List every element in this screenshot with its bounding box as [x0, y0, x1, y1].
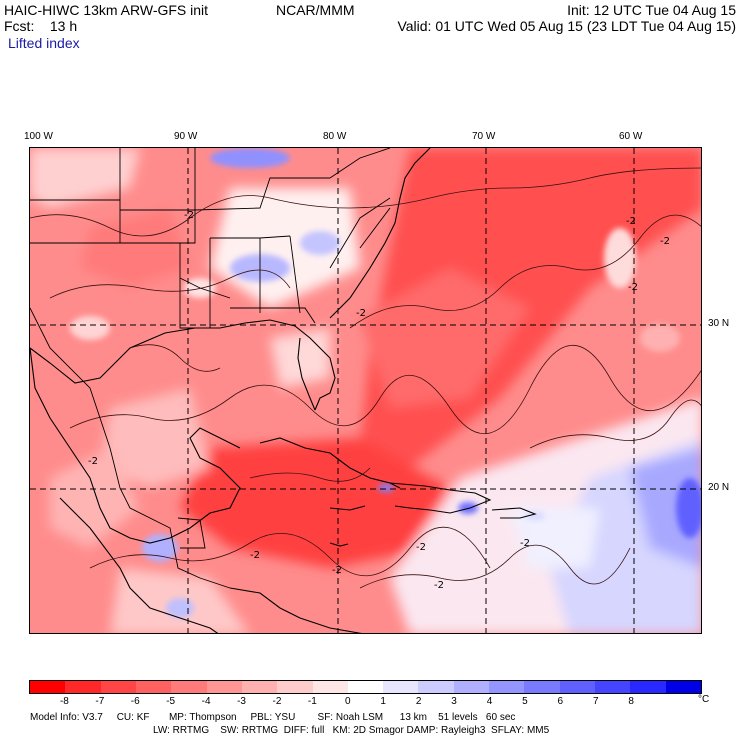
colorbar-tick-label: -5 — [166, 696, 176, 707]
lat-label-20n: 20 N — [708, 482, 730, 493]
colorbar-swatch — [277, 681, 313, 693]
colorbar-tick-label: -7 — [95, 696, 105, 707]
colorbar-swatch — [453, 681, 490, 693]
colorbar-swatch — [489, 681, 525, 693]
colorbar-swatch — [665, 681, 701, 693]
lon-label-60w: 60 W — [619, 131, 643, 142]
colorbar — [29, 680, 702, 694]
colorbar-tick-label: 1 — [380, 696, 386, 707]
colorbar-tick-label: -3 — [237, 696, 246, 707]
colorbar-swatch — [630, 681, 666, 693]
contour-label: -2 — [184, 210, 194, 221]
political-borders — [30, 148, 391, 589]
colorbar-tick-label: -8 — [59, 696, 69, 707]
lon-label-90w: 90 W — [174, 131, 198, 142]
colorbar-swatch — [30, 681, 66, 693]
field-name: Lifted index — [8, 35, 80, 51]
forecast-hour: Fcst: 13 h — [4, 18, 78, 34]
lon-label-80w: 80 W — [323, 131, 347, 142]
colorbar-swatch — [383, 681, 419, 693]
contour-label: -2 — [520, 538, 530, 549]
colorbar-tick-label: 4 — [486, 696, 493, 707]
coastlines — [30, 148, 537, 633]
contour-label: -2 — [434, 580, 444, 591]
org-label: NCAR/MMM — [276, 2, 355, 18]
colorbar-tick-label: 5 — [522, 696, 528, 707]
contour-label: -2 — [628, 282, 638, 293]
colorbar-tick-label: 7 — [592, 696, 599, 707]
colorbar-tick-label: -6 — [130, 696, 140, 707]
field-detail — [70, 148, 701, 618]
colorbar-swatch — [595, 681, 631, 693]
lat-lon-grid — [30, 148, 701, 633]
contour-label: -2 — [250, 550, 260, 561]
colorbar-swatch — [171, 681, 207, 693]
colorbar-tick-label: -1 — [307, 696, 317, 707]
contour-label: -2 — [88, 456, 98, 467]
colorbar-swatch — [206, 681, 242, 693]
model-title: HAIC-HIWC 13km ARW-GFS init — [4, 2, 209, 18]
model-info-line1: Model Info: V3.7 CU: KF MP: Thompson PBL… — [30, 712, 516, 723]
colorbar-tick-label: 6 — [557, 696, 564, 707]
contour-label: -2 — [356, 308, 366, 319]
map-canvas: -2 -2 -2 -2 -2 -2 -2 -2 -2 -2 -2 — [30, 148, 701, 633]
init-time: Init: 12 UTC Tue 04 Aug 15 — [567, 2, 736, 18]
colorbar-swatch — [559, 681, 595, 693]
lon-label-70w: 70 W — [472, 131, 496, 142]
valid-time: Valid: 01 UTC Wed 05 Aug 15 (23 LDT Tue … — [397, 18, 736, 34]
colorbar-swatch — [100, 681, 136, 693]
colorbar-tick-label: 8 — [628, 696, 634, 707]
model-info-line2: LW: RRTMG SW: RRTMG DIFF: full KM: 2D Sm… — [153, 725, 550, 736]
colorbar-swatch — [65, 681, 101, 693]
colorbar-unit: °C — [698, 694, 710, 705]
colorbar-tick-label: 0 — [345, 696, 351, 707]
lon-label-100w: 100 W — [24, 131, 53, 142]
contour-label: -2 — [332, 565, 342, 576]
colorbar-tick-label: 2 — [415, 696, 422, 707]
colorbar-tick-label: 3 — [451, 696, 457, 707]
contour-label: -2 — [416, 542, 426, 553]
colorbar-swatch — [347, 681, 384, 693]
lifted-index-map: -2 -2 -2 -2 -2 -2 -2 -2 -2 -2 -2 — [29, 147, 702, 634]
contour-label: -2 — [626, 216, 636, 227]
colorbar-tick-label: -4 — [201, 696, 211, 707]
contour-label: -2 — [660, 236, 670, 247]
colorbar-swatch — [312, 681, 348, 693]
colorbar-swatch — [418, 681, 454, 693]
contour-lines — [30, 167, 701, 589]
colorbar-swatch — [135, 681, 172, 693]
contour-label-group: -2 -2 -2 -2 -2 -2 -2 -2 -2 -2 -2 — [88, 210, 670, 591]
colorbar-swatch — [241, 681, 278, 693]
colorbar-swatch — [524, 681, 560, 693]
colorbar-tick-label: -2 — [272, 696, 282, 707]
lat-label-30n: 30 N — [708, 318, 730, 329]
